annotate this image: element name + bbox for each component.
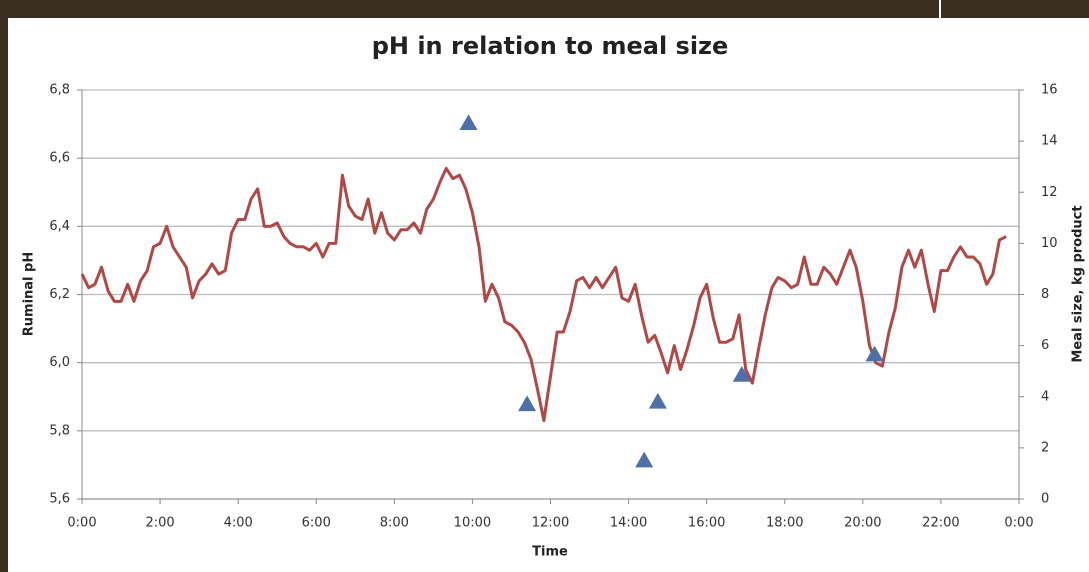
x-tick-label: 14:00 bbox=[610, 516, 647, 531]
y2-tick-label: 0 bbox=[1041, 492, 1049, 507]
x-tick-label: 10:00 bbox=[454, 516, 491, 531]
x-tick-label: 8:00 bbox=[380, 516, 409, 531]
y-tick-label: 6,0 bbox=[49, 355, 70, 370]
y2-tick-label: 16 bbox=[1041, 83, 1058, 98]
x-axis-title: Time bbox=[532, 545, 568, 560]
x-tick-label: 20:00 bbox=[844, 516, 881, 531]
x-tick-label: 0:00 bbox=[67, 516, 96, 531]
y-axis-title: Ruminal pH bbox=[22, 252, 37, 336]
y2-axis-title: Meal size, kg product bbox=[1071, 205, 1086, 362]
chart-title: pH in relation to meal size bbox=[372, 32, 729, 60]
chart: pH in relation to meal size Time Ruminal… bbox=[0, 0, 1089, 572]
y2-tick-label: 8 bbox=[1041, 287, 1049, 302]
x-tick-label: 4:00 bbox=[224, 516, 253, 531]
y2-tick-label: 12 bbox=[1041, 185, 1058, 200]
x-tick-label: 6:00 bbox=[302, 516, 331, 531]
x-tick-label: 18:00 bbox=[766, 516, 803, 531]
x-tick-label: 2:00 bbox=[145, 516, 174, 531]
y2-tick-label: 14 bbox=[1041, 134, 1058, 149]
y2-tick-label: 6 bbox=[1041, 338, 1049, 353]
y-tick-label: 5,6 bbox=[49, 492, 70, 507]
y-tick-label: 6,4 bbox=[49, 219, 70, 234]
y-tick-label: 6,2 bbox=[49, 287, 70, 302]
x-tick-label: 12:00 bbox=[532, 516, 569, 531]
y-tick-label: 6,8 bbox=[49, 83, 70, 98]
x-tick-label: 22:00 bbox=[922, 516, 959, 531]
y-tick-label: 6,6 bbox=[49, 151, 70, 166]
y-tick-label: 5,8 bbox=[49, 423, 70, 438]
y2-tick-label: 10 bbox=[1041, 236, 1058, 251]
x-tick-label: 0:00 bbox=[1004, 516, 1033, 531]
x-tick-label: 16:00 bbox=[688, 516, 725, 531]
y2-tick-label: 4 bbox=[1041, 389, 1049, 404]
page: pH in relation to meal size Time Ruminal… bbox=[0, 0, 1089, 572]
y2-tick-label: 2 bbox=[1041, 440, 1049, 455]
